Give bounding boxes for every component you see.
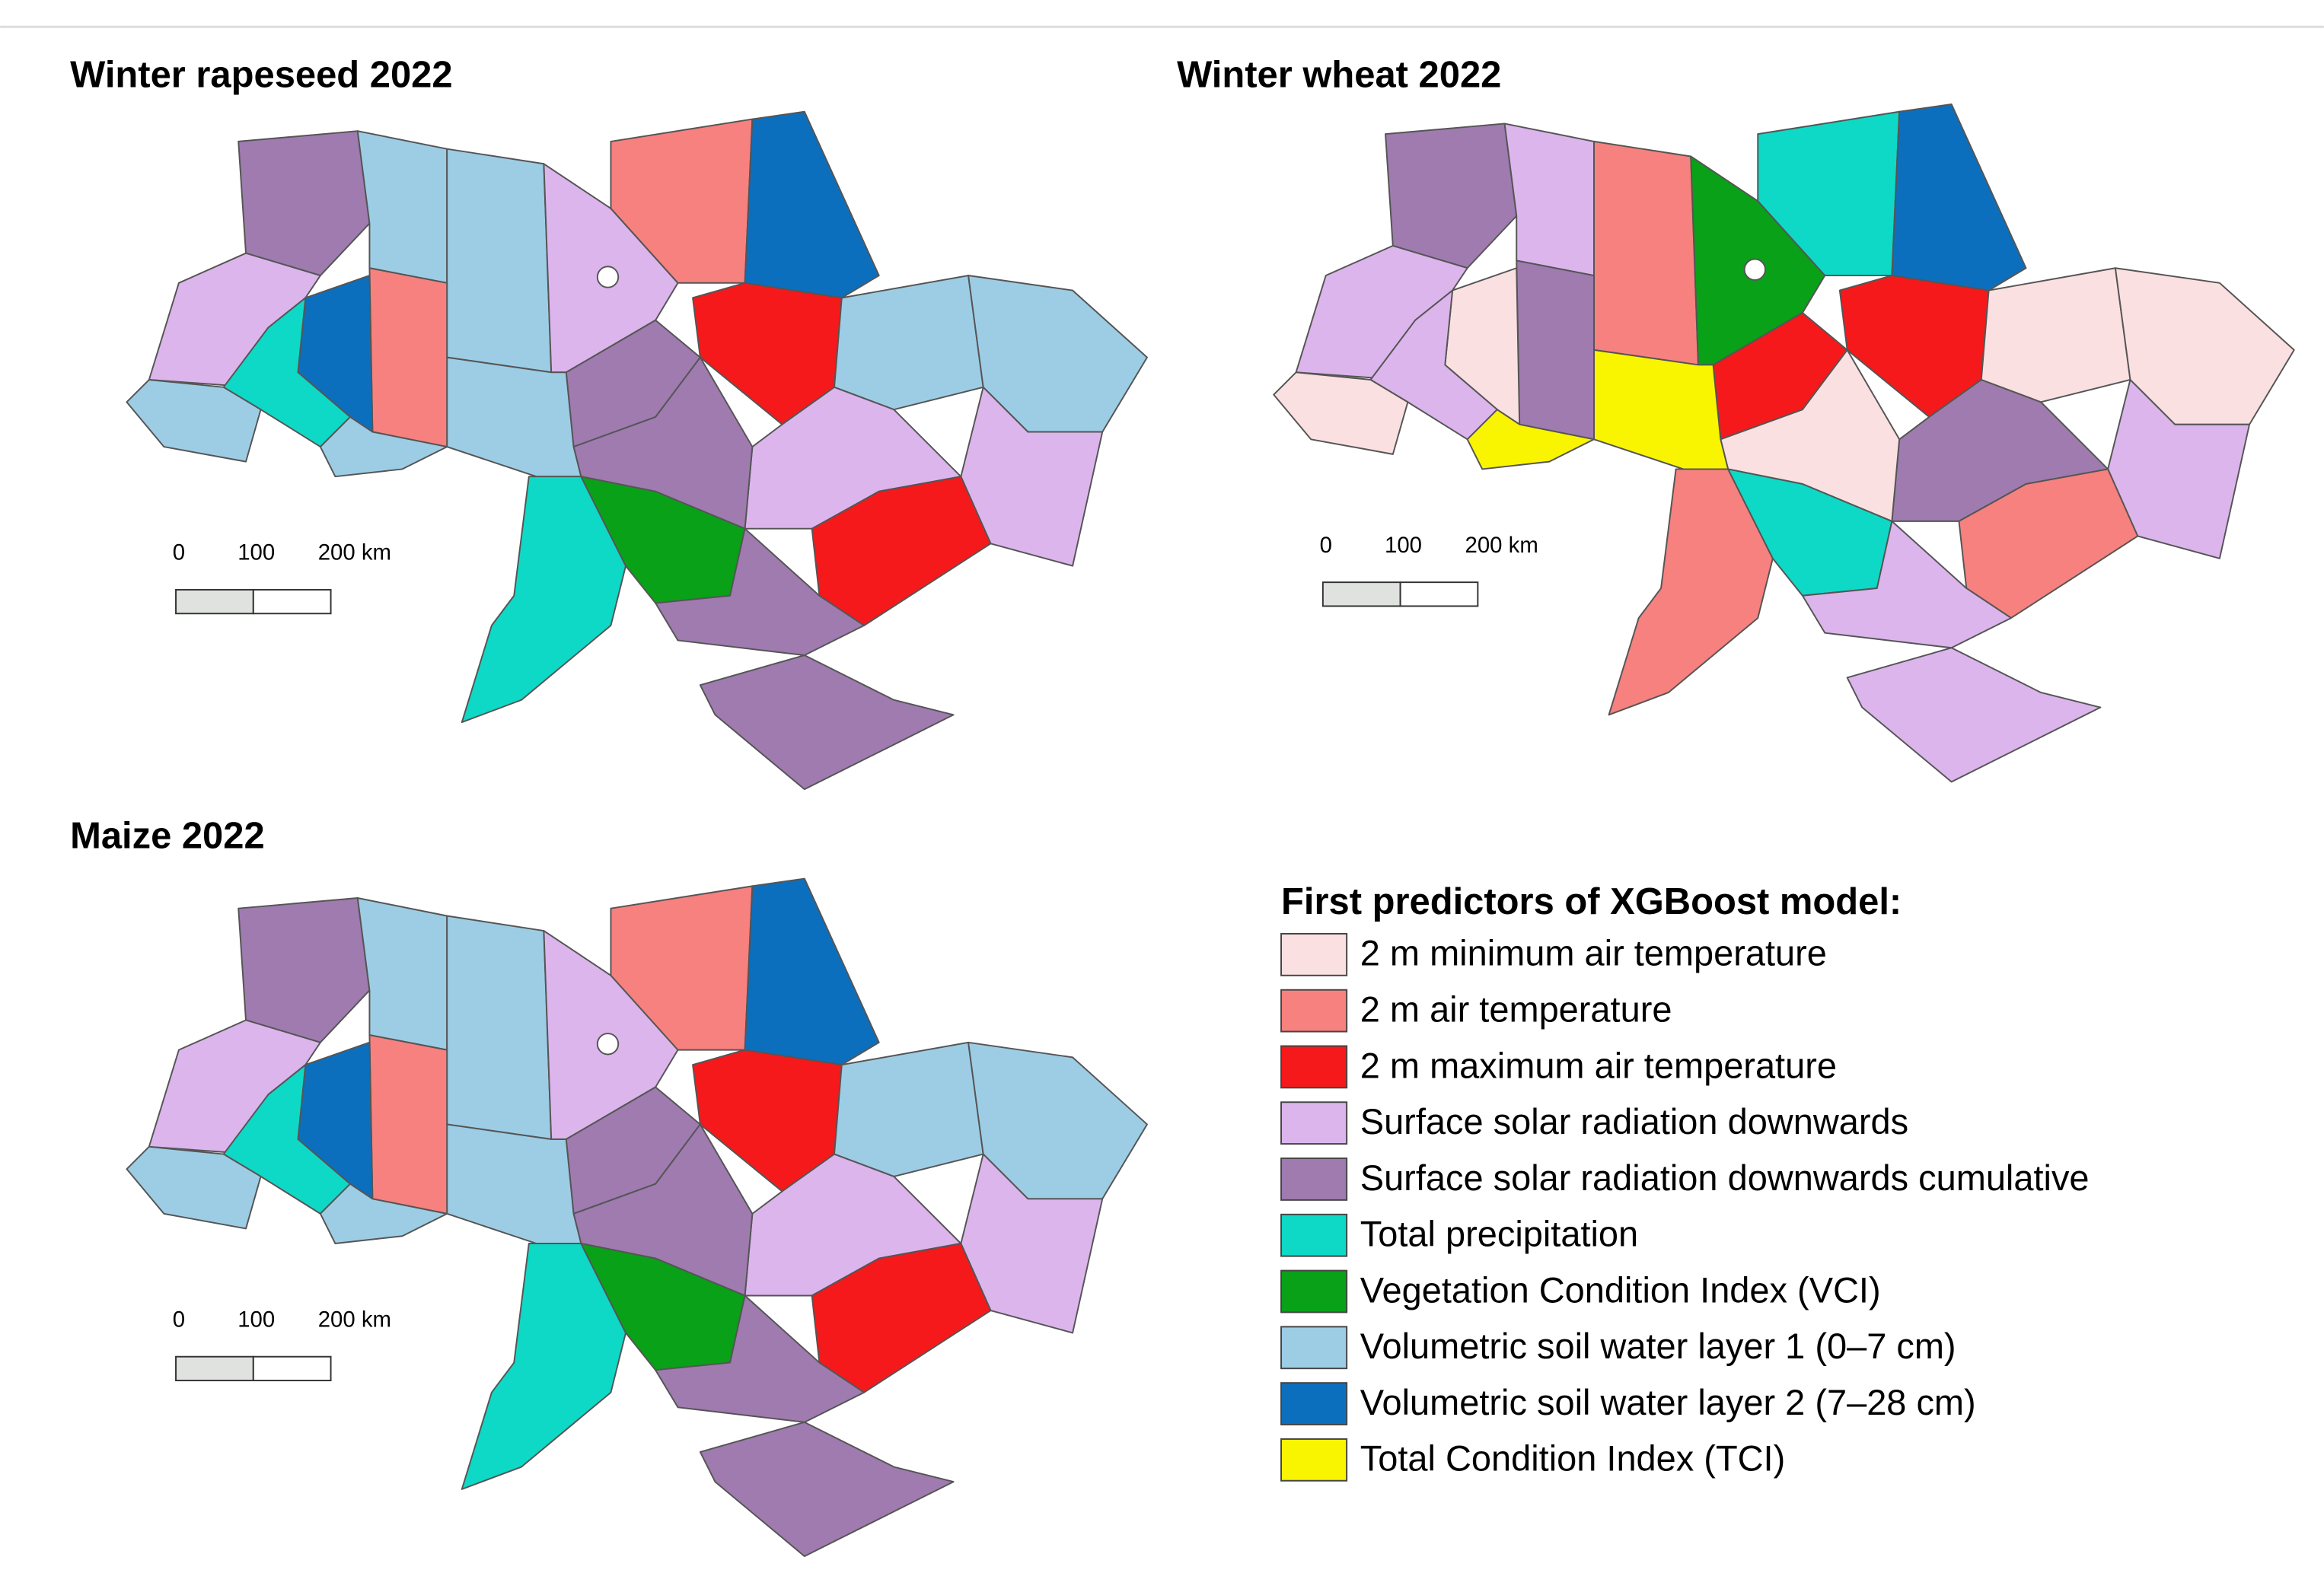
region (699, 1421, 955, 1557)
region (834, 275, 984, 411)
region (356, 897, 448, 1051)
legend-title: First predictors of XGBoost model: (1281, 881, 1902, 922)
region (1593, 140, 1699, 366)
region (238, 130, 371, 277)
legend-swatch (1280, 989, 1348, 1033)
scale-bar: 0 100 200 km (1320, 533, 1538, 607)
region (446, 356, 582, 478)
city-hole (596, 1033, 620, 1056)
region (368, 267, 448, 448)
region (446, 148, 553, 374)
scale-label: 100 (1385, 533, 1422, 558)
legend-label: 2 m maximum air temperature (1360, 1045, 1837, 1085)
scale-label: 200 km (318, 1307, 391, 1333)
region (1891, 103, 2027, 291)
scale-segment (1321, 581, 1401, 607)
legend-swatch (1280, 1213, 1348, 1257)
legend: 2 m minimum air temperature 2 m air tempe… (1280, 932, 2090, 1482)
region (699, 654, 955, 791)
map: 0 100 200 km (126, 110, 1148, 791)
region (834, 1041, 984, 1177)
legend-swatch (1280, 1326, 1348, 1370)
map-title: Winter rapeseed 2022 (70, 55, 452, 96)
region (1846, 647, 2102, 783)
map: 0 100 200 km (126, 877, 1148, 1557)
legend-swatch (1280, 1269, 1348, 1314)
legend-swatch (1280, 1158, 1348, 1201)
city-hole (596, 266, 620, 288)
legend-label: Total Condition Index (TCI) (1360, 1438, 1785, 1479)
scale-segment (252, 1355, 332, 1382)
region (744, 877, 880, 1066)
scale-bar: 0 100 200 km (173, 1307, 391, 1382)
scale-label: 100 (238, 540, 275, 565)
legend-swatch (1280, 1438, 1348, 1482)
scale-label: 200 km (318, 540, 391, 565)
region (1593, 349, 1729, 470)
legend-label: Surface solar radiation downwards cumula… (1360, 1158, 2090, 1198)
region (1980, 267, 2131, 403)
scale-segment (252, 588, 332, 615)
legend-swatch (1280, 1382, 1348, 1425)
legend-swatch (1280, 1045, 1348, 1089)
region (238, 897, 371, 1043)
region (368, 1034, 448, 1215)
map: 0 100 200 km (1273, 103, 2295, 783)
scale-label: 0 (173, 1307, 185, 1333)
legend-label: Volumetric soil water layer 2 (7–28 cm) (1360, 1382, 1976, 1422)
city-hole (1743, 258, 1767, 281)
scale-label: 200 km (1465, 533, 1538, 558)
scale-label: 100 (238, 1307, 275, 1333)
scale-segment (1399, 581, 1479, 607)
region (446, 1123, 582, 1244)
legend-swatch (1280, 1101, 1348, 1145)
map-title: Winter wheat 2022 (1177, 55, 1501, 96)
legend-label: 2 m air temperature (1360, 989, 1672, 1030)
scale-bar: 0 100 200 km (173, 540, 391, 615)
legend-swatch (1280, 932, 1348, 976)
legend-label: Volumetric soil water layer 1 (0–7 cm) (1360, 1326, 1956, 1366)
region (446, 915, 553, 1140)
scale-segment (175, 1355, 254, 1382)
region (356, 130, 448, 284)
legend-label: 2 m minimum air temperature (1360, 933, 1827, 973)
scale-label: 0 (1320, 533, 1332, 558)
region (1503, 123, 1595, 277)
scale-segment (175, 588, 254, 615)
region (1385, 123, 1518, 269)
legend-label: Total precipitation (1360, 1214, 1638, 1254)
map-title: Maize 2022 (70, 816, 265, 857)
region (744, 110, 880, 299)
region (1516, 260, 1595, 441)
scale-label: 0 (173, 540, 185, 565)
legend-label: Surface solar radiation downwards (1360, 1101, 1908, 1142)
legend-label: Vegetation Condition Index (VCI) (1360, 1269, 1881, 1310)
